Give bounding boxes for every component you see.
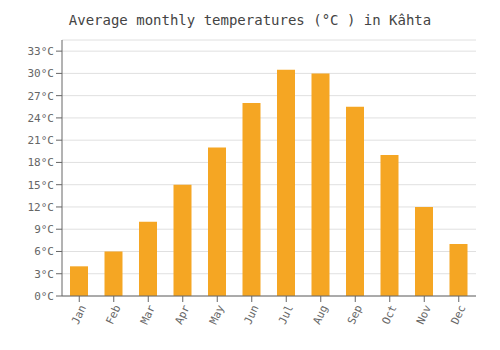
svg-text:9°C: 9°C — [34, 223, 54, 236]
svg-text:Nov: Nov — [414, 303, 434, 327]
svg-text:27°C: 27°C — [28, 90, 55, 103]
svg-text:18°C: 18°C — [28, 156, 55, 169]
svg-text:6°C: 6°C — [34, 245, 54, 258]
svg-text:Feb: Feb — [103, 303, 123, 327]
svg-text:Mar: Mar — [138, 303, 158, 327]
svg-text:24°C: 24°C — [28, 112, 55, 125]
svg-text:May: May — [207, 303, 227, 327]
svg-text:Jun: Jun — [241, 303, 261, 327]
svg-text:Apr: Apr — [172, 303, 192, 327]
svg-text:3°C: 3°C — [34, 268, 54, 281]
svg-text:15°C: 15°C — [28, 179, 55, 192]
svg-text:0°C: 0°C — [34, 290, 54, 303]
html-text:Average monthly temperatures (: Average monthly temperatures (°C ) in Kâ… — [68, 12, 432, 28]
svg-text:Sep: Sep — [345, 303, 365, 327]
svg-text:12°C: 12°C — [28, 201, 55, 214]
svg-text:Jul: Jul — [276, 303, 296, 327]
svg-text:30°C: 30°C — [28, 67, 55, 80]
svg-text:Aug: Aug — [310, 303, 330, 327]
svg-text:Oct: Oct — [379, 303, 399, 327]
svg-text:21°C: 21°C — [28, 134, 55, 147]
svg-text:Jan: Jan — [69, 303, 89, 327]
svg-text:Dec: Dec — [448, 303, 468, 327]
svg-text:33°C: 33°C — [28, 45, 55, 58]
